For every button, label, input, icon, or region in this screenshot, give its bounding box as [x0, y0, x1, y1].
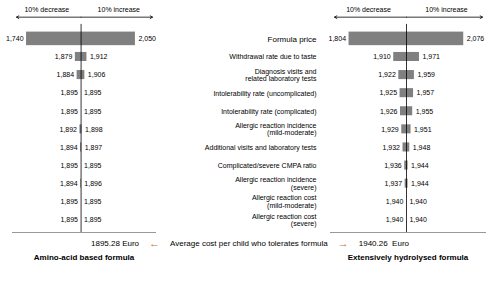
svg-text:10% decrease: 10% decrease — [346, 6, 391, 13]
svg-text:1,937: 1,937 — [385, 180, 403, 187]
svg-text:1,944: 1,944 — [411, 162, 429, 169]
svg-text:1,910: 1,910 — [373, 53, 391, 60]
svg-text:1,895: 1,895 — [84, 89, 102, 96]
svg-text:1,940: 1,940 — [386, 216, 404, 223]
svg-text:1,884: 1,884 — [57, 71, 75, 78]
svg-text:1,896: 1,896 — [84, 180, 102, 187]
svg-text:1,951: 1,951 — [414, 126, 432, 133]
svg-text:Additional visits and laborato: Additional visits and laboratory tests — [205, 144, 317, 152]
svg-text:Diagnosis visits andrelated la: Diagnosis visits andrelated laboratory t… — [245, 68, 317, 83]
svg-text:Complicated/severe CMPA ratio: Complicated/severe CMPA ratio — [218, 162, 317, 170]
svg-text:1,895: 1,895 — [84, 108, 102, 115]
svg-text:1,895: 1,895 — [60, 216, 78, 223]
svg-text:2,076: 2,076 — [467, 35, 485, 42]
svg-text:1,879: 1,879 — [55, 53, 73, 60]
svg-text:Allergic reaction incidence(mi: Allergic reaction incidence(mild-moderat… — [235, 122, 316, 137]
svg-text:1,895: 1,895 — [60, 89, 78, 96]
svg-text:Allergic reaction cost(mild-mo: Allergic reaction cost(mild-moderate) — [252, 194, 317, 209]
svg-text:1,895: 1,895 — [84, 162, 102, 169]
svg-text:10% increase: 10% increase — [425, 6, 468, 13]
svg-text:1,895: 1,895 — [84, 216, 102, 223]
svg-text:1,894: 1,894 — [60, 144, 78, 151]
html-text:Average cost per child who tol: Average cost per child who tolerates for… — [170, 238, 328, 248]
svg-text:Withdrawal rate due to taste: Withdrawal rate due to taste — [229, 53, 316, 60]
html-text:Amino-acid based formula: Amino-acid based formula — [33, 252, 135, 262]
svg-text:1,940: 1,940 — [409, 216, 427, 223]
svg-text:1,929: 1,929 — [381, 126, 399, 133]
svg-text:Intolerability rate (uncomplic: Intolerability rate (uncomplicated) — [213, 90, 316, 98]
html-text:1940.26 Euro: 1940.26 Euro — [358, 238, 409, 248]
svg-text:1,897: 1,897 — [85, 144, 103, 151]
svg-text:1,971: 1,971 — [422, 53, 440, 60]
svg-text:10% decrease: 10% decrease — [24, 6, 69, 13]
svg-text:1,948: 1,948 — [413, 144, 431, 151]
svg-text:1,895: 1,895 — [60, 108, 78, 115]
svg-text:1,895: 1,895 — [60, 198, 78, 205]
svg-text:1,955: 1,955 — [416, 108, 434, 115]
html-text:1895.28 Euro: 1895.28 Euro — [91, 238, 139, 248]
svg-text:1,898: 1,898 — [85, 126, 103, 133]
svg-text:1,922: 1,922 — [378, 71, 396, 78]
svg-text:1,894: 1,894 — [60, 180, 78, 187]
svg-text:1,895: 1,895 — [84, 198, 102, 205]
svg-text:1,740: 1,740 — [6, 35, 24, 42]
svg-text:Allergic reaction incidence(se: Allergic reaction incidence(severe) — [235, 176, 316, 191]
html-text:Extensively hydrolysed formula: Extensively hydrolysed formula — [347, 252, 469, 262]
svg-text:1,940: 1,940 — [409, 198, 427, 205]
svg-text:2,050: 2,050 — [138, 35, 156, 42]
svg-text:10% increase: 10% increase — [98, 6, 141, 13]
svg-text:1,936: 1,936 — [384, 162, 402, 169]
svg-text:1,895: 1,895 — [60, 162, 78, 169]
svg-text:1,957: 1,957 — [417, 89, 435, 96]
svg-text:1,926: 1,926 — [380, 108, 398, 115]
svg-text:1,959: 1,959 — [417, 71, 435, 78]
svg-text:1,912: 1,912 — [90, 53, 108, 60]
svg-text:1,944: 1,944 — [411, 180, 429, 187]
svg-text:Allergic reaction cost(severe): Allergic reaction cost(severe) — [252, 213, 317, 228]
svg-text:1,940: 1,940 — [386, 198, 404, 205]
svg-text:1,892: 1,892 — [59, 126, 77, 133]
svg-text:1,925: 1,925 — [380, 89, 398, 96]
svg-text:1,804: 1,804 — [329, 35, 347, 42]
svg-text:1,906: 1,906 — [88, 71, 106, 78]
svg-text:1,932: 1,932 — [382, 144, 400, 151]
svg-text:Intolerability rate (complicat: Intolerability rate (complicated) — [221, 108, 316, 116]
svg-text:Formula price: Formula price — [268, 35, 317, 44]
